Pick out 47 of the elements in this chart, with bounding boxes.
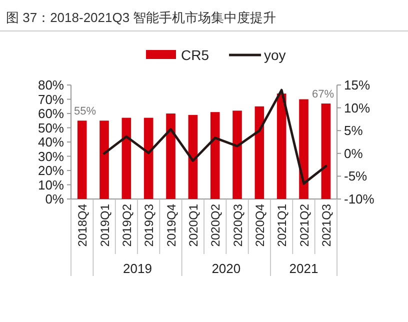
x-tick-label: 2021Q3	[319, 204, 334, 247]
x-tick-label: 2021Q2	[297, 204, 312, 247]
x-tick-label: 2020Q2	[208, 204, 223, 247]
bar	[210, 112, 220, 199]
y2-tick-label: 10%	[344, 100, 370, 116]
y2-tick-label: 15%	[344, 78, 370, 92]
y-tick-label: 50%	[38, 120, 64, 136]
x-tick-label: 2019Q2	[120, 204, 134, 247]
chart-title: 图 37：2018-2021Q3 智能手机市场集中度提升	[6, 10, 276, 25]
bar	[299, 99, 308, 199]
y-tick-label: 20%	[38, 163, 64, 178]
x-tick-label: 2021Q1	[275, 204, 290, 247]
y-tick-label: 80%	[38, 78, 64, 92]
x-tick-label: 2020Q1	[186, 204, 200, 247]
y-tick-label: 40%	[38, 134, 64, 150]
legend-label: CR5	[181, 47, 210, 63]
bar	[321, 104, 331, 199]
data-label: 55%	[74, 106, 96, 118]
bar	[232, 110, 242, 199]
bar	[77, 120, 87, 199]
bar	[100, 120, 109, 199]
y2-tick-label: -10%	[344, 192, 375, 206]
text: 2019	[123, 261, 152, 276]
y-tick-label: 10%	[38, 177, 64, 192]
data-label: 67%	[312, 88, 334, 101]
y-tick-label: 0%	[45, 192, 64, 206]
bar	[188, 114, 198, 199]
bar	[122, 118, 132, 199]
y-tick-label: 70%	[38, 92, 64, 107]
x-tick-label: 2018Q4	[76, 204, 90, 247]
x-tick-label: 2020Q4	[252, 204, 267, 247]
bar	[276, 94, 286, 199]
y-tick-label: 30%	[38, 148, 64, 164]
y2-tick-label: 0%	[344, 146, 364, 161]
x-tick-label: 2019Q3	[142, 204, 156, 247]
bar	[254, 106, 264, 199]
y2-tick-label: 5%	[344, 123, 364, 138]
x-tick-label: 2020Q3	[230, 204, 245, 247]
y2-tick-label: -5%	[344, 168, 368, 184]
legend-label: yoy	[264, 47, 286, 63]
text: 2021	[289, 261, 318, 276]
bar	[166, 114, 176, 199]
x-tick-label: 2019Q4	[164, 204, 178, 247]
bar	[144, 118, 154, 199]
y-tick-label: 60%	[38, 106, 64, 121]
text: 2020	[212, 261, 241, 276]
x-tick-label: 2019Q1	[98, 204, 112, 247]
